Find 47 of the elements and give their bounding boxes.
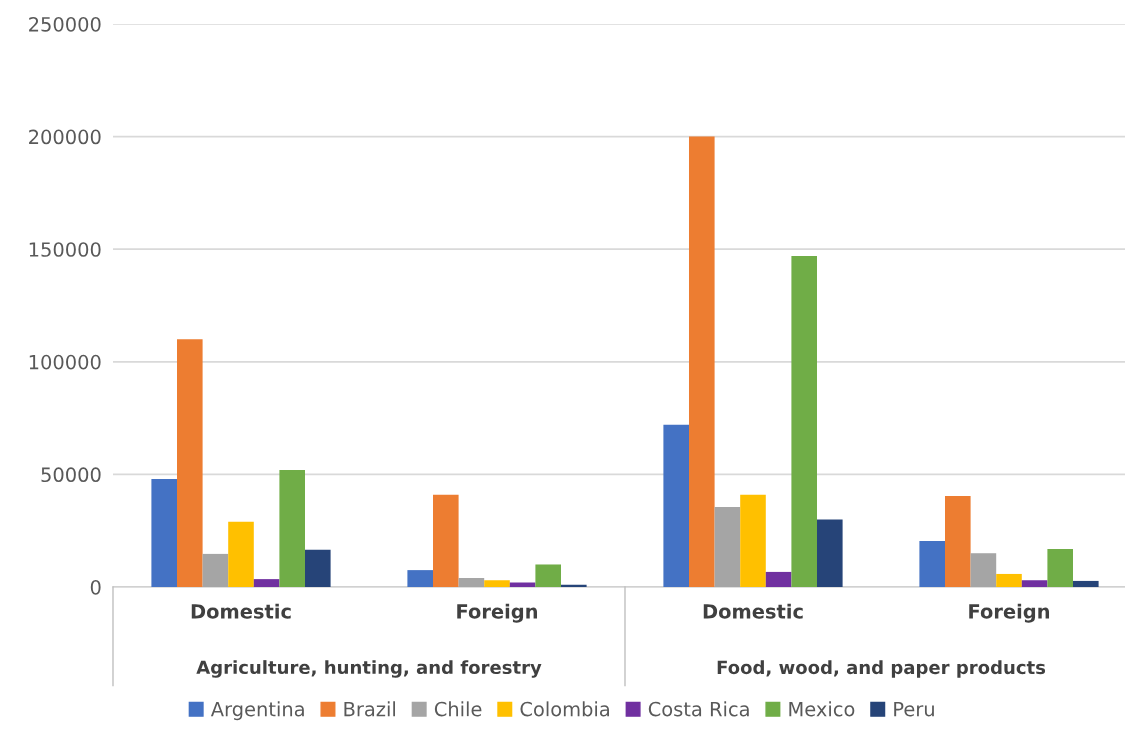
bar <box>279 469 305 587</box>
bar <box>535 564 561 587</box>
bar <box>689 136 715 587</box>
x-tick-label: Foreign <box>457 603 538 623</box>
bar <box>791 255 817 587</box>
bar <box>714 507 741 587</box>
x-tick-label: Domestic <box>191 603 291 619</box>
legend-label: Chile <box>434 701 482 717</box>
y-tick-label: 250000 <box>29 16 101 32</box>
bar <box>945 496 971 587</box>
bar <box>663 424 689 587</box>
bar <box>253 579 280 587</box>
bar <box>1021 580 1048 587</box>
y-tick-label: 150000 <box>29 242 101 257</box>
bar <box>228 521 254 587</box>
bar <box>970 553 997 587</box>
bar <box>305 549 331 587</box>
bar <box>407 570 433 587</box>
x-tick-label: Foreign <box>969 603 1050 623</box>
bar <box>740 494 766 587</box>
bar <box>996 573 1022 587</box>
bar <box>919 541 945 587</box>
bar <box>151 478 177 587</box>
bar <box>484 580 510 587</box>
text: Food, wood, and paper products <box>717 660 1046 678</box>
x-tick-label: Domestic <box>703 603 803 619</box>
legend-label: Colombia <box>520 701 609 717</box>
y-tick-label: 200000 <box>29 129 101 145</box>
bar <box>433 494 459 587</box>
bar <box>765 571 792 587</box>
legend-label: Costa Rica <box>648 701 749 717</box>
text: Agriculture, hunting, and forestry <box>196 660 542 678</box>
bar <box>509 582 536 587</box>
bar <box>1073 580 1099 587</box>
bar <box>817 519 843 587</box>
legend-label: Peru <box>894 701 934 717</box>
bar <box>202 553 229 587</box>
bar <box>458 577 485 587</box>
y-tick-label: 0 <box>90 579 101 595</box>
bar <box>561 584 587 587</box>
y-tick-label: 50000 <box>41 467 101 483</box>
legend-label: Mexico <box>789 701 855 717</box>
bar <box>177 339 203 587</box>
legend-label: Brazil <box>344 701 395 717</box>
y-tick-label: 100000 <box>29 354 101 370</box>
legend-label: Argentina <box>210 701 304 721</box>
bar <box>1047 548 1073 587</box>
